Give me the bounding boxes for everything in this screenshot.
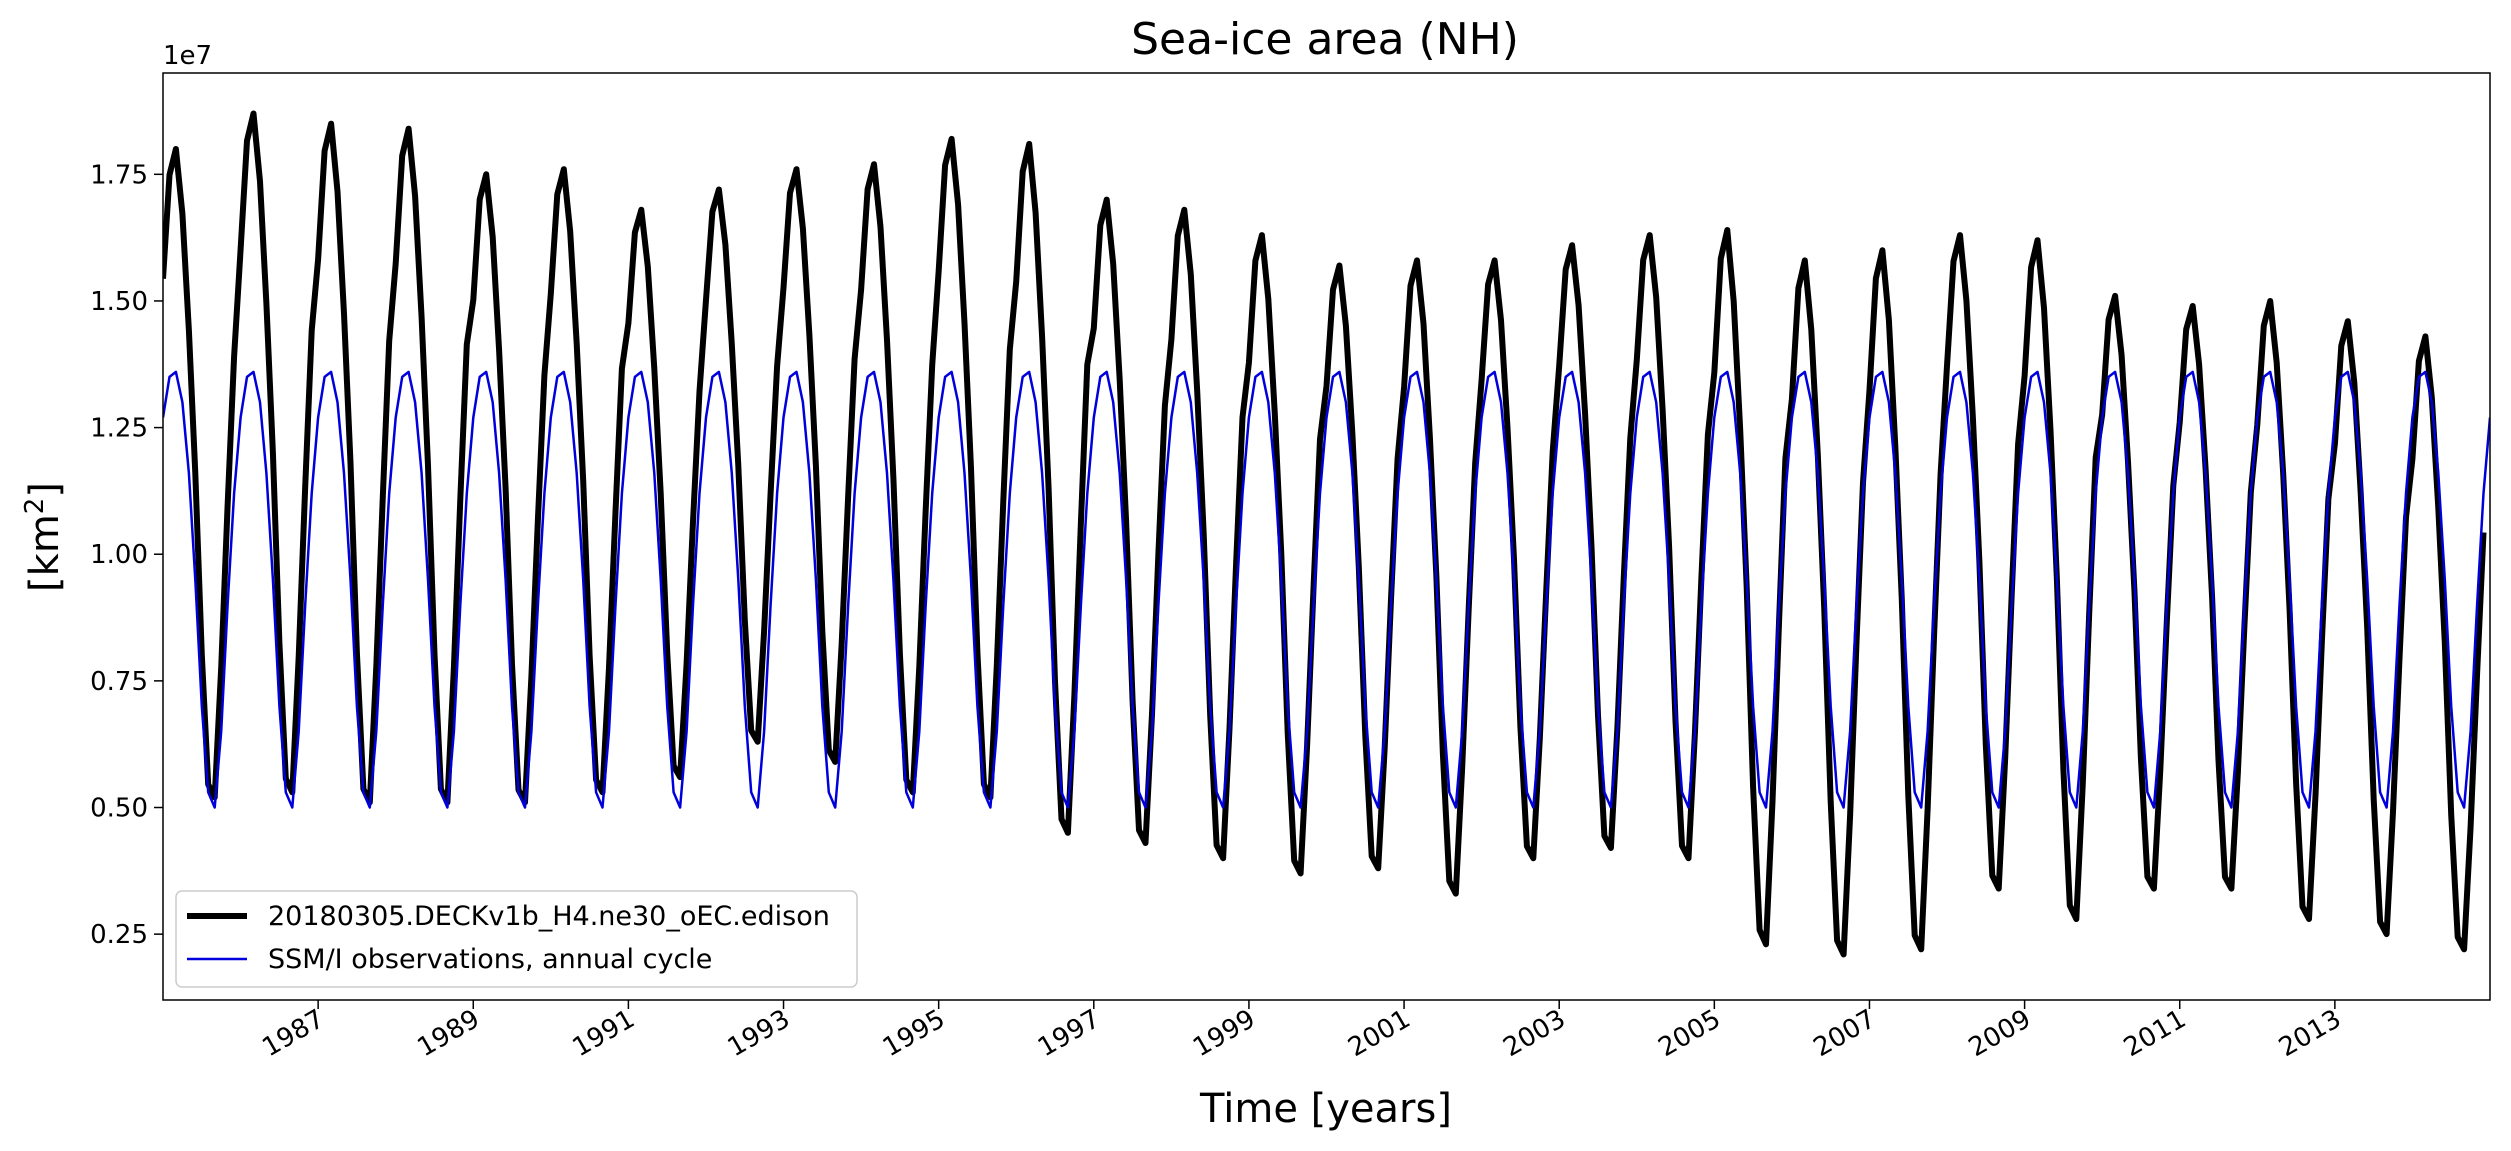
y-tick-label: 1.00 [90, 540, 148, 570]
y-axis-label: [km2] [20, 482, 68, 592]
legend: 20180305.DECKv1b_H4.ne30_oEC.edison SSM/… [175, 890, 858, 988]
y-tick-label: 1.25 [90, 414, 148, 444]
y-axis-label-end: ] [22, 482, 68, 498]
y-tick-label: 1.50 [90, 287, 148, 317]
series-layer [163, 110, 2490, 958]
y-axis-offset-label: 1e7 [163, 41, 212, 71]
plot-area-frame [162, 72, 2491, 1001]
series-line-model [163, 110, 2487, 958]
legend-box [175, 890, 858, 988]
y-axis-label-base: [km [22, 514, 68, 592]
x-axis-label: Time [years] [1199, 1086, 1452, 1132]
y-axis: 0.25 0.50 0.75 1.00 1.25 1.50 1.75 [90, 160, 163, 950]
chart-title: Sea-ice area (NH) [1131, 14, 1519, 65]
y-tick-label: 0.75 [90, 667, 148, 697]
y-tick-label: 0.25 [90, 920, 148, 950]
y-tick-label: 1.75 [90, 160, 148, 190]
legend-label-observations: SSM/I observations, annual cycle [268, 944, 712, 975]
y-tick-label: 0.50 [90, 794, 148, 824]
series-line-observations [163, 370, 2490, 809]
legend-label-model: 20180305.DECKv1b_H4.ne30_oEC.edison [268, 901, 830, 932]
y-axis-label-superscript: 2 [20, 498, 50, 515]
